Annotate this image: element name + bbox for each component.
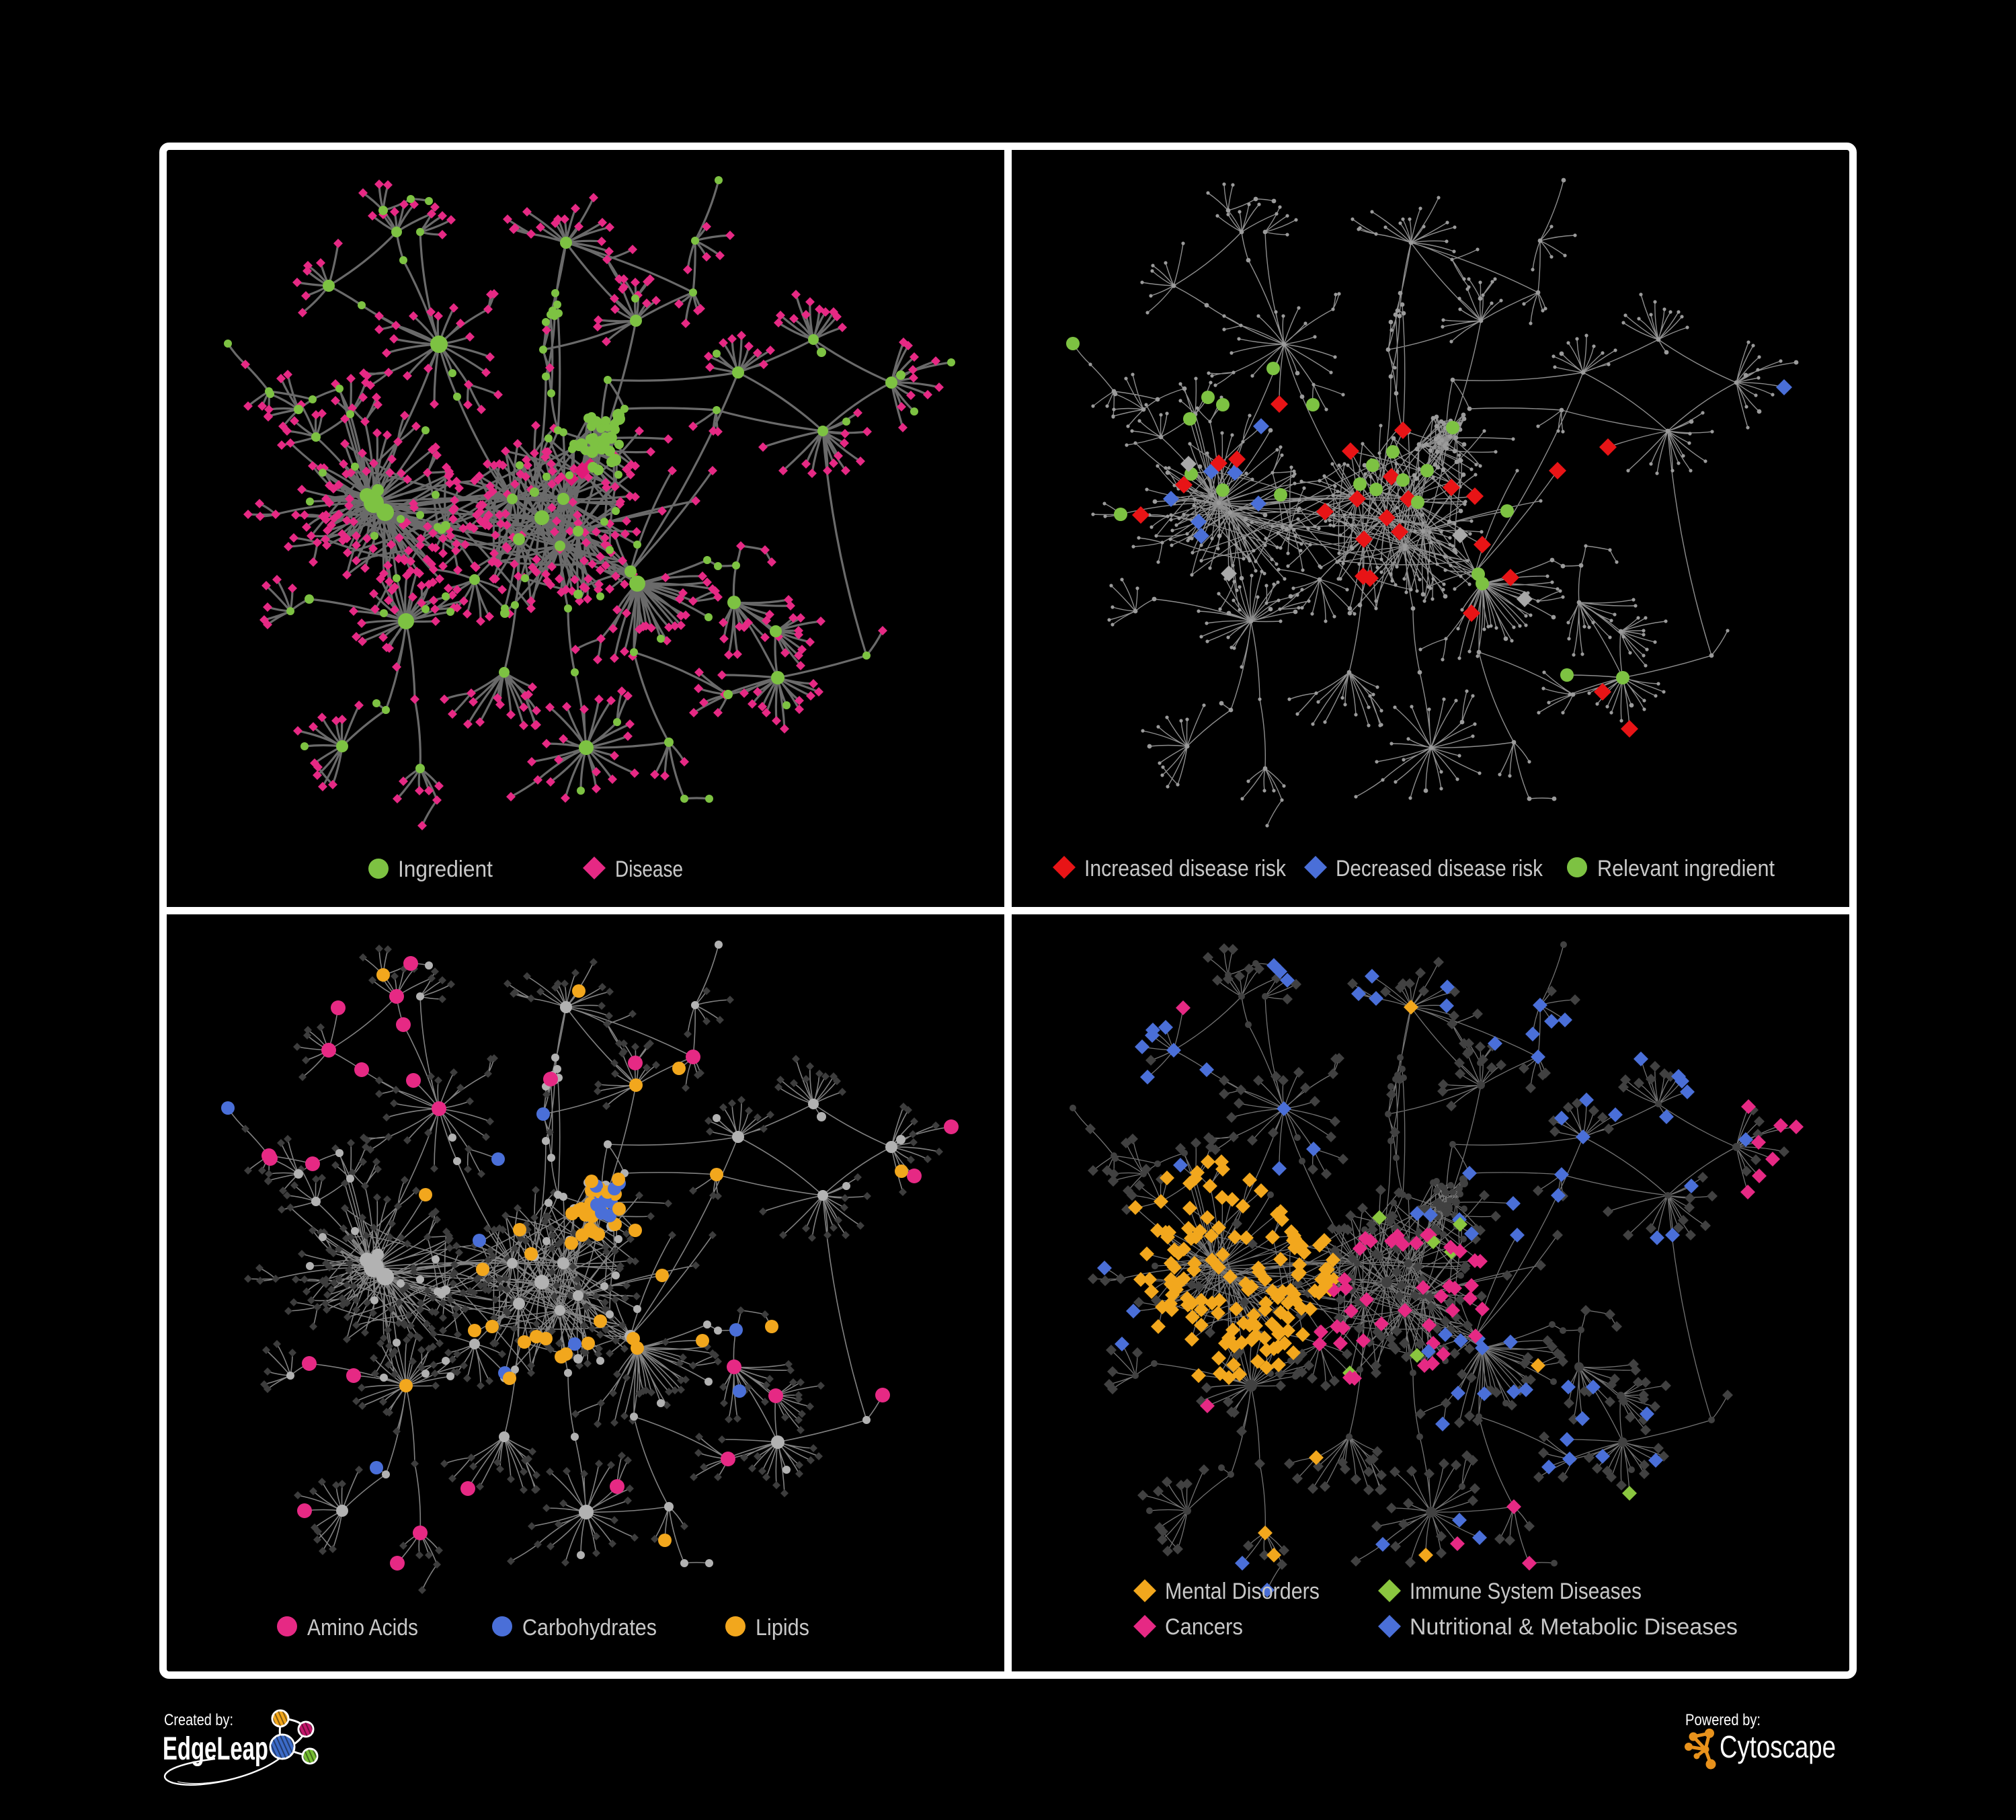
svg-text:Immune System Diseases: Immune System Diseases (1410, 1579, 1642, 1604)
svg-text:Cancers: Cancers (1165, 1614, 1243, 1640)
svg-text:EdgeLeap: EdgeLeap (163, 1731, 268, 1767)
svg-text:Ingredient: Ingredient (398, 857, 493, 882)
svg-text:Created by:: Created by: (164, 1711, 233, 1729)
svg-text:Cytoscape: Cytoscape (1720, 1729, 1836, 1764)
svg-text:Increased disease risk: Increased disease risk (1084, 856, 1287, 881)
svg-text:Nutritional & Metabolic Diseas: Nutritional & Metabolic Diseases (1410, 1614, 1738, 1640)
svg-text:Relevant ingredient: Relevant ingredient (1597, 856, 1775, 881)
svg-text:Lipids: Lipids (756, 1615, 809, 1640)
svg-text:Carbohydrates: Carbohydrates (522, 1615, 657, 1640)
svg-text:Disease: Disease (615, 857, 683, 882)
svg-text:Mental Disorders: Mental Disorders (1165, 1579, 1320, 1604)
svg-text:Powered by:: Powered by: (1685, 1711, 1761, 1729)
svg-text:Decreased disease risk: Decreased disease risk (1336, 856, 1543, 881)
svg-text:Amino Acids: Amino Acids (307, 1615, 418, 1640)
